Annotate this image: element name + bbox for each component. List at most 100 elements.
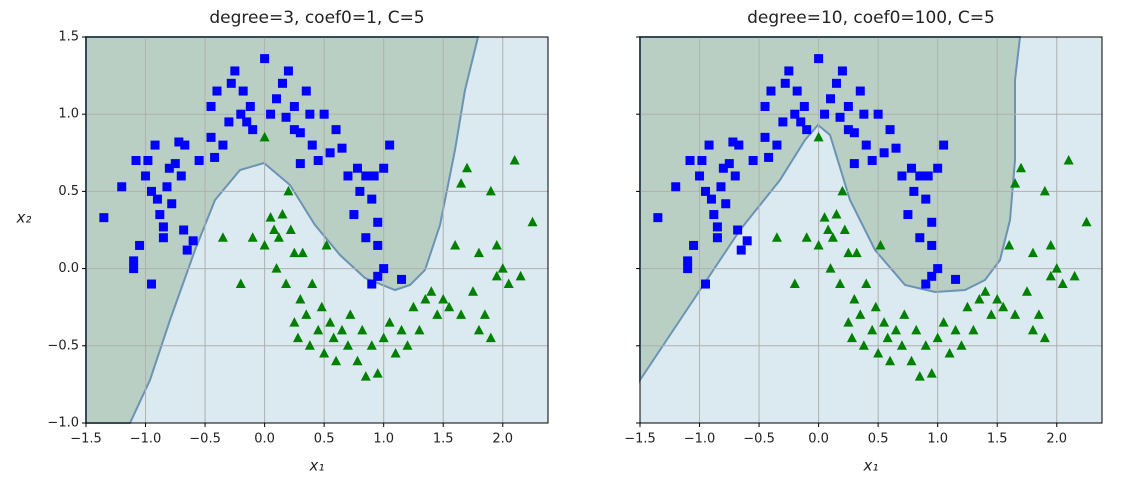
square-point	[146, 186, 156, 196]
square-point	[933, 264, 943, 274]
triangle-point	[467, 286, 478, 296]
square-point	[906, 163, 916, 173]
triangle-point	[426, 286, 437, 296]
triangle-point	[372, 368, 383, 378]
x-tick-label: 1.5	[433, 432, 454, 447]
square-point	[855, 86, 865, 96]
triangle-point	[509, 155, 520, 165]
square-point	[790, 109, 800, 119]
triangle-point	[771, 232, 782, 242]
triangle-point	[801, 232, 812, 242]
triangle-point	[273, 232, 284, 242]
square-point	[266, 109, 276, 119]
plot-frame	[639, 36, 1103, 424]
triangle-point	[462, 162, 473, 173]
square-point	[760, 101, 770, 111]
triangle-point	[360, 371, 371, 381]
triangle-point	[1033, 309, 1044, 319]
triangle-point	[456, 309, 467, 319]
triangle-point	[271, 263, 282, 273]
square-point	[141, 171, 151, 181]
square-point	[206, 101, 216, 111]
triangle-point	[485, 185, 496, 196]
square-point	[226, 78, 236, 88]
square-point	[295, 159, 305, 169]
triangle-point	[444, 301, 455, 312]
triangle-point	[885, 355, 896, 366]
square-point	[695, 171, 705, 181]
square-point	[927, 240, 937, 250]
square-point	[397, 274, 407, 284]
triangle-point	[390, 348, 401, 358]
x-tick-label: 2.0	[1046, 432, 1067, 447]
y-tick-label: 1.0	[58, 107, 79, 122]
square-point	[242, 117, 252, 127]
square-point	[117, 182, 127, 192]
triangle-point	[259, 131, 270, 142]
square-point	[162, 182, 172, 192]
square-point	[337, 143, 347, 153]
triangle-point	[873, 348, 884, 358]
square-point	[921, 279, 931, 289]
x-tick-label: 2.0	[492, 432, 513, 447]
triangle-point	[289, 247, 300, 258]
triangle-point	[319, 348, 330, 358]
triangle-point	[789, 278, 800, 289]
triangle-point	[867, 324, 878, 335]
x-tick-label: −1.5	[70, 432, 102, 447]
square-point	[295, 128, 305, 138]
square-point	[155, 210, 165, 220]
square-point	[212, 86, 222, 96]
triangle-point	[1063, 155, 1074, 165]
triangle-point	[956, 340, 967, 350]
square-point	[799, 101, 809, 111]
triangle-point	[827, 232, 838, 242]
square-point	[796, 117, 806, 127]
triangle-point	[1010, 178, 1021, 188]
square-point	[281, 112, 291, 122]
triangle-point	[882, 332, 893, 343]
triangle-point	[1004, 239, 1015, 250]
triangle-point	[414, 324, 425, 335]
triangle-point	[823, 224, 834, 234]
triangle-point	[281, 278, 292, 289]
triangle-point	[450, 239, 461, 250]
square-point	[319, 109, 329, 119]
square-point	[236, 109, 246, 119]
triangle-point	[265, 212, 276, 222]
square-point	[712, 222, 722, 232]
triangle-point	[325, 317, 336, 327]
x-tick-label: 0.0	[254, 432, 275, 447]
triangle-point	[1021, 286, 1032, 296]
square-point	[188, 236, 198, 246]
decision-region	[85, 36, 480, 424]
square-point	[780, 78, 790, 88]
square-point	[194, 156, 204, 166]
square-point	[373, 271, 383, 281]
square-point	[683, 256, 693, 266]
square-point	[820, 109, 830, 119]
square-point	[135, 240, 145, 250]
square-point	[859, 109, 869, 119]
triangle-point	[1069, 270, 1080, 281]
triangle-point	[331, 355, 342, 366]
decision-region	[639, 36, 1022, 384]
triangle-point	[1081, 216, 1092, 227]
square-point	[772, 140, 782, 150]
square-point	[709, 210, 719, 220]
triangle-point	[1027, 324, 1038, 335]
square-point	[131, 156, 141, 166]
square-point	[355, 186, 365, 196]
square-point	[224, 117, 234, 127]
triangle-point	[307, 278, 318, 289]
square-point	[721, 199, 731, 209]
square-point	[689, 240, 699, 250]
triangle-point	[998, 301, 1009, 312]
square-point	[706, 194, 716, 204]
triangle-point	[297, 247, 308, 258]
triangle-point	[515, 270, 526, 281]
square-point	[373, 240, 383, 250]
square-point	[802, 125, 812, 135]
square-point	[885, 125, 895, 135]
triangle-point	[316, 301, 327, 312]
